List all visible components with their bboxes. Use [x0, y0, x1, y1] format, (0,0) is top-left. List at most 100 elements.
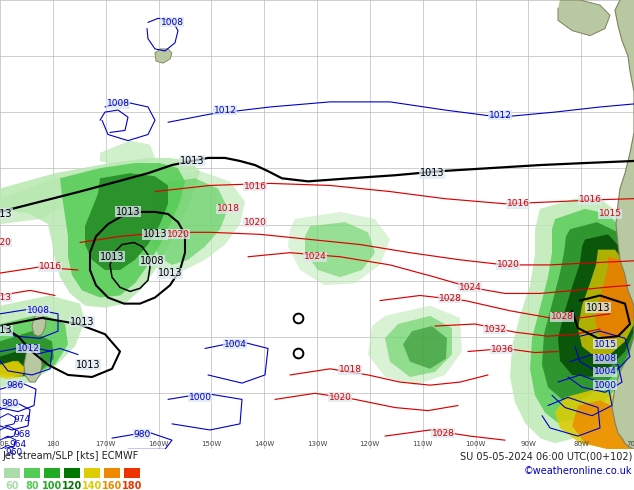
Polygon shape: [142, 171, 245, 273]
Text: 70W: 70W: [626, 441, 634, 447]
Polygon shape: [24, 344, 42, 382]
Text: 1012: 1012: [214, 105, 236, 115]
Text: 1013: 1013: [0, 325, 12, 335]
Bar: [124, 467, 140, 478]
Polygon shape: [542, 222, 634, 399]
Text: 120W: 120W: [359, 441, 380, 447]
Polygon shape: [85, 173, 168, 270]
Text: 1024: 1024: [304, 252, 327, 261]
Polygon shape: [32, 311, 46, 336]
Text: 960: 960: [5, 448, 23, 457]
Text: 1012: 1012: [16, 344, 39, 353]
Polygon shape: [530, 209, 634, 423]
Text: 1013: 1013: [116, 207, 140, 217]
Bar: [24, 467, 40, 478]
Text: 60: 60: [5, 481, 19, 490]
Text: 1000: 1000: [188, 393, 212, 402]
Text: 80W: 80W: [573, 441, 589, 447]
Text: 1028: 1028: [432, 429, 455, 438]
Polygon shape: [368, 306, 462, 385]
Polygon shape: [0, 168, 110, 224]
Text: 1013: 1013: [0, 209, 12, 219]
Text: 974: 974: [13, 416, 30, 424]
Text: 170W: 170W: [96, 441, 116, 447]
Text: 1020: 1020: [328, 393, 351, 402]
Text: 1000: 1000: [593, 381, 616, 390]
Text: 80: 80: [25, 481, 39, 490]
Text: 100W: 100W: [465, 441, 486, 447]
Text: 980: 980: [1, 399, 18, 408]
Polygon shape: [572, 400, 634, 449]
Text: 90W: 90W: [521, 441, 536, 447]
Polygon shape: [510, 198, 634, 443]
Polygon shape: [558, 234, 634, 377]
Polygon shape: [612, 0, 634, 449]
Text: 980: 980: [133, 430, 151, 439]
Polygon shape: [0, 361, 24, 377]
Text: 964: 964: [10, 440, 27, 449]
Polygon shape: [0, 350, 38, 377]
Text: ©weatheronline.co.uk: ©weatheronline.co.uk: [524, 466, 632, 476]
Text: 180: 180: [122, 481, 142, 490]
Text: 1013: 1013: [100, 252, 124, 262]
Polygon shape: [578, 249, 634, 357]
Polygon shape: [558, 0, 610, 36]
Polygon shape: [155, 49, 172, 63]
Polygon shape: [288, 212, 390, 285]
Text: 1024: 1024: [458, 283, 481, 292]
Text: 1013: 1013: [70, 317, 94, 327]
Text: 130W: 130W: [307, 441, 327, 447]
Bar: [64, 467, 80, 478]
Polygon shape: [595, 257, 634, 341]
Polygon shape: [0, 314, 68, 377]
Text: 968: 968: [13, 430, 30, 439]
Text: 140W: 140W: [254, 441, 275, 447]
Text: 1013: 1013: [420, 168, 444, 178]
Text: 1013: 1013: [180, 156, 204, 166]
Text: 1013: 1013: [0, 293, 11, 302]
Text: 1008: 1008: [160, 18, 183, 27]
Text: 1008: 1008: [27, 306, 49, 315]
Text: 1018: 1018: [216, 204, 240, 213]
Text: 1016: 1016: [39, 263, 61, 271]
Text: 1013: 1013: [158, 268, 182, 278]
Text: 170E: 170E: [0, 441, 9, 447]
Text: 1018: 1018: [339, 366, 361, 374]
Polygon shape: [0, 331, 54, 377]
Polygon shape: [0, 295, 85, 387]
Text: 1016: 1016: [243, 182, 266, 191]
Text: 1028: 1028: [439, 294, 462, 303]
Text: 1020: 1020: [167, 230, 190, 239]
Text: 1004: 1004: [593, 368, 616, 376]
Text: 1013: 1013: [75, 360, 100, 370]
Polygon shape: [403, 326, 447, 369]
Polygon shape: [60, 163, 185, 297]
Text: 1008: 1008: [593, 354, 616, 363]
Text: 1020: 1020: [0, 238, 11, 247]
Polygon shape: [385, 316, 452, 377]
Text: 110W: 110W: [413, 441, 433, 447]
Text: 1012: 1012: [489, 111, 512, 120]
Text: 150W: 150W: [201, 441, 221, 447]
Text: 1016: 1016: [578, 195, 602, 204]
Text: 180: 180: [46, 441, 60, 447]
Bar: [4, 467, 20, 478]
Text: 986: 986: [6, 381, 23, 390]
Polygon shape: [0, 361, 26, 379]
Text: 1008: 1008: [107, 99, 129, 108]
Bar: [44, 467, 60, 478]
Polygon shape: [305, 222, 375, 277]
Text: 140: 140: [82, 481, 102, 490]
Polygon shape: [555, 389, 634, 449]
Polygon shape: [100, 141, 155, 165]
Text: Jet stream/SLP [kts] ECMWF: Jet stream/SLP [kts] ECMWF: [2, 451, 138, 462]
Text: 1028: 1028: [550, 312, 573, 321]
Text: 1004: 1004: [224, 340, 247, 349]
Text: 100: 100: [42, 481, 62, 490]
Bar: [104, 467, 120, 478]
Text: 1015: 1015: [598, 209, 621, 219]
Text: 160W: 160W: [148, 441, 169, 447]
Text: 1013: 1013: [143, 229, 167, 239]
Polygon shape: [152, 178, 228, 265]
Text: 1020: 1020: [243, 218, 266, 226]
